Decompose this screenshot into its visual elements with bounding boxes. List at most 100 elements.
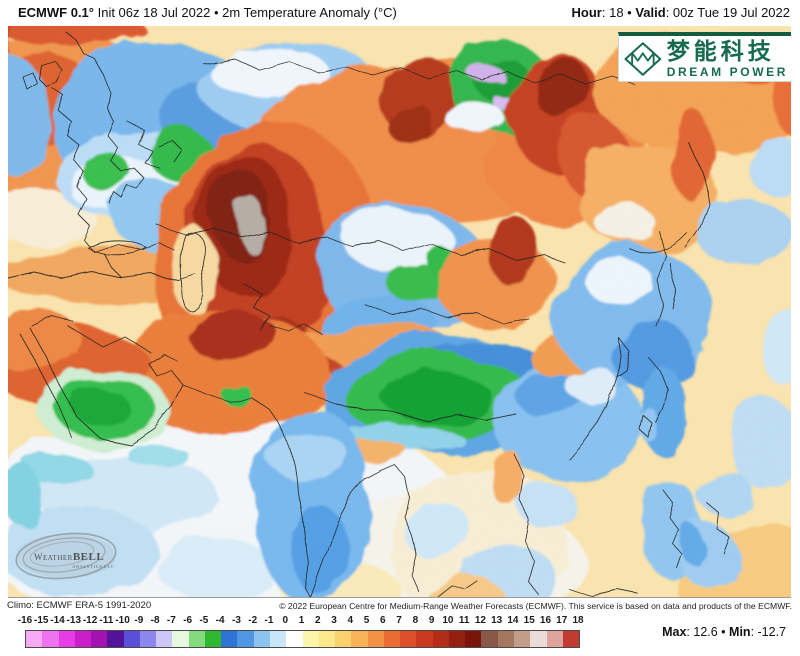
colorbar-segment xyxy=(156,631,173,647)
colorbar-tick: 14 xyxy=(507,615,519,626)
hour-value: : 18 xyxy=(601,5,624,20)
colorbar-segment xyxy=(237,631,254,647)
colorbar-tick: 17 xyxy=(556,615,568,626)
colorbar-segment xyxy=(172,631,189,647)
colorbar-segment xyxy=(42,631,59,647)
colorbar-tick: -11 xyxy=(99,615,114,626)
colorbar-segment xyxy=(139,631,157,647)
colorbar-tick: -3 xyxy=(231,615,241,626)
max-value: : 12.6 xyxy=(686,625,718,639)
colorbar-segment xyxy=(562,631,580,647)
colorbar-tick: -15 xyxy=(34,615,49,626)
valid-time: Hour: 18 • Valid: 00z Tue 19 Jul 2022 xyxy=(572,5,790,20)
min-label: Min xyxy=(729,625,751,639)
header: ECMWF 0.1° Init 06z 18 Jul 2022 • 2m Tem… xyxy=(0,5,800,25)
logo-text: 梦能科技 DREAM POWER xyxy=(666,37,788,79)
colorbar-tick: -6 xyxy=(183,615,193,626)
colorbar-tick: 5 xyxy=(363,615,370,626)
colorbar-tick: 11 xyxy=(458,615,470,626)
weatherbell-swirl-icon: WEATHERBELL ANALYTICS LLC xyxy=(15,532,117,580)
colorbar-segment xyxy=(58,631,75,647)
valid-label: Valid xyxy=(635,5,666,20)
colorbar-tick: 3 xyxy=(331,615,337,626)
colorbar-tick: 6 xyxy=(380,615,386,626)
colorbar-tick: -12 xyxy=(82,615,98,626)
colorbar-tick: 8 xyxy=(412,615,419,626)
colorbar-tick: -2 xyxy=(248,615,258,626)
colorbar-segment xyxy=(107,631,124,647)
copyright-note: © 2022 European Centre for Medium-Range … xyxy=(279,601,792,611)
colorbar-segment xyxy=(448,631,466,647)
colorbar-tick: 9 xyxy=(428,615,435,626)
colorbar-scale xyxy=(25,630,580,648)
colorbar: -16 -15 -14 -13 -12 -11 -10 -9 -8 -7 -6 -5 -4 -3 -2 -1 0… xyxy=(8,615,792,651)
logo-chinese-name: 梦能科技 xyxy=(666,37,775,64)
colorbar-segment xyxy=(26,631,43,647)
header-separator: • xyxy=(623,5,636,20)
footer: Climo: ECMWF ERA-5 1991-2020 © 2022 Euro… xyxy=(0,600,800,613)
colorbar-segment xyxy=(123,631,140,647)
colorbar-tick: -9 xyxy=(134,615,144,626)
extremes-readout: Max: 12.6 • Min: -12.7 xyxy=(662,625,786,639)
colorbar-tick: -5 xyxy=(199,615,209,626)
colorbar-segment xyxy=(367,631,384,647)
colorbar-tick: 12 xyxy=(474,615,486,626)
hour-label: Hour xyxy=(571,5,602,20)
colorbar-segment xyxy=(286,631,303,647)
colorbar-segment xyxy=(400,631,417,647)
title-detail: Init 06z 18 Jul 2022 • 2m Temperature An… xyxy=(93,5,397,20)
colorbar-segment xyxy=(335,631,352,647)
temperature-anomaly-field xyxy=(8,26,791,597)
colorbar-segment xyxy=(465,631,482,647)
colorbar-tick: 18 xyxy=(572,615,584,626)
colorbar-segment xyxy=(546,631,563,647)
colorbar-segment xyxy=(432,631,449,647)
colorbar-tick: -8 xyxy=(150,615,160,626)
diamond-monogram-icon xyxy=(624,41,662,76)
colorbar-tick: 2 xyxy=(314,615,321,626)
extremes-separator: • xyxy=(717,625,730,639)
colorbar-segment xyxy=(188,631,205,647)
colorbar-segment xyxy=(351,631,368,647)
svg-text:WEATHERBELL: WEATHERBELL xyxy=(34,551,104,563)
colorbar-segment xyxy=(253,631,270,647)
weatherbell-watermark: WEATHERBELL ANALYTICS LLC xyxy=(12,529,128,583)
logo-english-name: DREAM POWER xyxy=(666,64,788,79)
dream-power-logo: 梦能科技 DREAM POWER xyxy=(618,32,791,82)
colorbar-tick: 0 xyxy=(282,615,289,626)
colorbar-tick: 7 xyxy=(396,615,402,626)
colorbar-segment xyxy=(416,631,433,647)
colorbar-segment xyxy=(204,631,222,647)
colorbar-segment xyxy=(383,631,401,647)
colorbar-tick: -16 xyxy=(17,615,33,626)
colorbar-segment xyxy=(481,631,498,647)
valid-value: : 00z Tue 19 Jul 2022 xyxy=(665,5,790,20)
max-label: Max xyxy=(662,625,687,639)
colorbar-segment xyxy=(74,631,92,647)
colorbar-tick: -7 xyxy=(166,615,176,626)
colorbar-tick: -13 xyxy=(66,615,82,626)
colorbar-tick: -10 xyxy=(115,615,130,626)
colorbar-segment xyxy=(530,631,547,647)
min-value: : -12.7 xyxy=(750,625,786,639)
product-title: ECMWF 0.1° Init 06z 18 Jul 2022 • 2m Tem… xyxy=(18,5,397,20)
colorbar-segment xyxy=(221,631,238,647)
colorbar-tick: -4 xyxy=(215,615,225,626)
svg-text:ANALYTICS LLC: ANALYTICS LLC xyxy=(72,564,114,569)
colorbar-segment xyxy=(269,631,287,647)
colorbar-tick: 13 xyxy=(491,615,503,626)
colorbar-tick: 16 xyxy=(539,615,552,626)
colorbar-segment xyxy=(497,631,514,647)
climatology-note: Climo: ECMWF ERA-5 1991-2020 xyxy=(7,600,152,611)
colorbar-tick-labels: -16 -15 -14 -13 -12 -11 -10 -9 -8 -7 -6 -5 -4 -3 -2 -1 0… xyxy=(18,615,584,628)
colorbar-tick: 4 xyxy=(347,615,354,626)
colorbar-tick: 10 xyxy=(442,615,454,626)
colorbar-segment xyxy=(318,631,336,647)
colorbar-tick: 1 xyxy=(298,615,305,626)
colorbar-segment xyxy=(513,631,531,647)
anomaly-map: 梦能科技 DREAM POWER WEATHERBELL ANALYTICS L… xyxy=(8,26,791,598)
colorbar-tick: 15 xyxy=(523,615,535,626)
colorbar-tick: -1 xyxy=(264,615,274,626)
colorbar-segment xyxy=(91,631,108,647)
